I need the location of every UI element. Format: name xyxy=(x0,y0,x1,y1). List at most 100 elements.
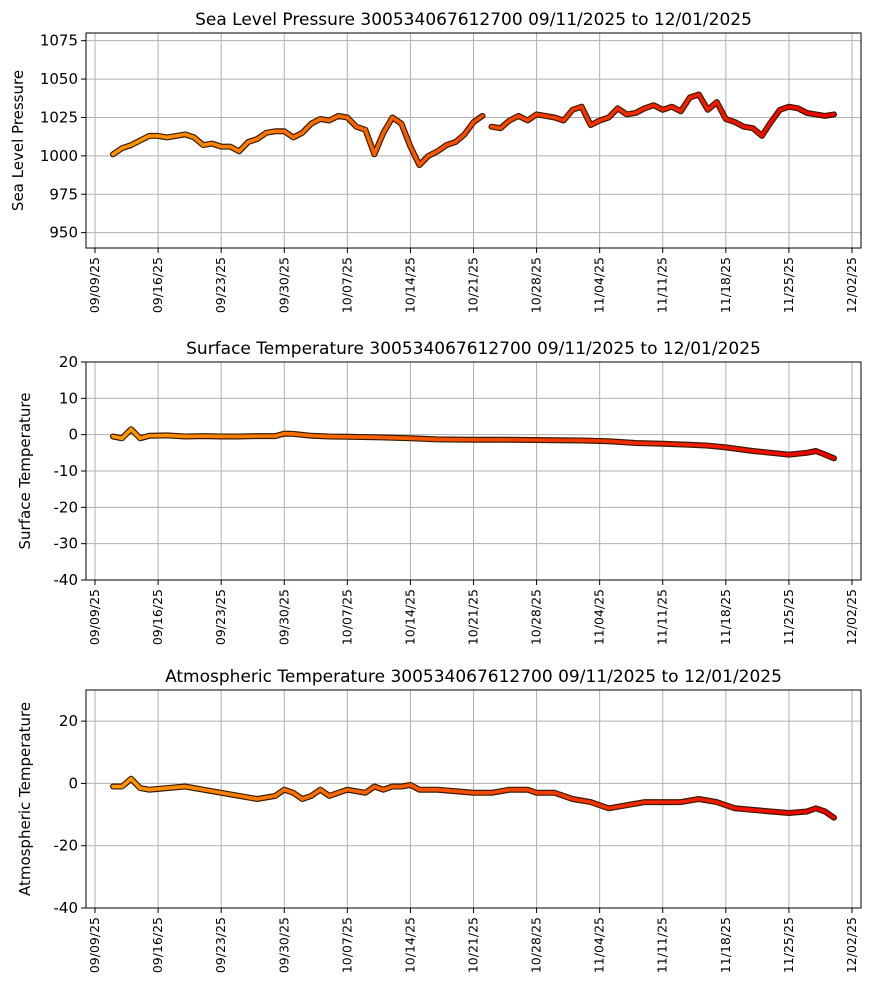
x-tick-label: 10/28/25 xyxy=(529,589,544,645)
series-segment xyxy=(399,121,413,149)
series-segment xyxy=(147,786,169,792)
x-tick-label: 09/16/25 xyxy=(150,917,165,973)
series-segment xyxy=(363,784,377,795)
x-tick-label: 10/14/25 xyxy=(402,917,417,973)
series-segment xyxy=(660,441,692,447)
series-segment xyxy=(570,797,593,804)
series-segment xyxy=(760,120,773,138)
y-tick-label: -40 xyxy=(54,571,79,589)
y-tick-label: 10 xyxy=(59,389,78,407)
series-segment xyxy=(165,784,187,790)
series-segment xyxy=(327,787,350,798)
chart-panel-1: 950 975 1000 1025 1050 1075 09/09/25 09/16/25 09… xyxy=(9,10,862,313)
series-segment xyxy=(345,115,359,129)
series-segment xyxy=(606,106,620,120)
series-segment xyxy=(769,451,791,457)
series-segment xyxy=(624,800,647,808)
series-segment xyxy=(453,789,476,795)
series-segment xyxy=(345,787,368,795)
series-segment xyxy=(363,127,377,157)
series-segment xyxy=(751,808,773,814)
x-tick-label: 09/09/25 xyxy=(87,589,102,645)
series-segment xyxy=(381,115,395,135)
series-segment xyxy=(408,436,440,442)
series-segment xyxy=(733,806,755,812)
series-segment xyxy=(435,787,458,794)
x-tick-label: 11/11/25 xyxy=(655,589,670,645)
x-tick-label: 11/11/25 xyxy=(655,917,670,973)
y-tick-label: 975 xyxy=(49,185,78,203)
series-segment xyxy=(255,131,269,141)
y-tick-label: 1025 xyxy=(40,108,78,126)
y-tick-label: -10 xyxy=(54,462,79,480)
series-segment xyxy=(282,129,296,140)
x-tick-label: 11/18/25 xyxy=(718,917,733,973)
x-tick-label: 09/23/25 xyxy=(213,589,228,645)
series-segment xyxy=(183,784,205,792)
x-tick-label: 11/18/25 xyxy=(718,257,733,313)
series-segment xyxy=(715,800,737,811)
series-segment xyxy=(462,120,476,137)
series-segment xyxy=(579,104,593,127)
series-segment xyxy=(823,112,836,118)
series-segment xyxy=(606,439,638,445)
x-tick-label: 10/21/25 xyxy=(466,589,481,645)
x-tick-label: 12/02/25 xyxy=(844,917,859,973)
chart-title: Sea Level Pressure 300534067612700 09/11… xyxy=(195,10,752,30)
series-segment xyxy=(165,433,187,439)
x-tick-label: 11/25/25 xyxy=(781,589,796,645)
x-tick-label: 10/14/25 xyxy=(402,257,417,313)
series-segment xyxy=(615,106,629,117)
x-tick-label: 11/04/25 xyxy=(592,257,607,313)
series-segment xyxy=(823,452,836,461)
y-tick-label: -40 xyxy=(54,899,79,917)
chart-title: Surface Temperature 300534067612700 09/1… xyxy=(186,339,761,359)
series-segment xyxy=(751,449,773,455)
series-segment xyxy=(687,443,710,448)
y-tick-label: -20 xyxy=(54,837,79,855)
series-segment xyxy=(715,100,728,121)
series-segment xyxy=(823,809,836,820)
series-segment xyxy=(696,92,710,112)
chart-panel-3: -40 -20 0 20 09/09/25 09/16/25 09/23/25 09/30/2… xyxy=(16,667,862,973)
y-tick-label: 0 xyxy=(68,774,78,792)
y-tick-label: 1000 xyxy=(40,147,78,165)
series-segment xyxy=(120,776,133,789)
x-tick-label: 11/25/25 xyxy=(781,917,796,973)
series-segment xyxy=(787,451,809,457)
x-tick-label: 11/11/25 xyxy=(655,257,670,313)
series-segment xyxy=(724,445,755,453)
series-segment xyxy=(111,146,124,157)
x-tick-label: 11/04/25 xyxy=(592,589,607,645)
x-tick-label: 09/16/25 xyxy=(150,257,165,313)
series-segment xyxy=(408,144,422,167)
series-segment xyxy=(525,112,539,123)
chart-panel-2: -40 -30 -20 -10 0 10 20 09/09/25 09/16/25 09/23/2… xyxy=(16,339,862,645)
series-segment xyxy=(751,126,764,138)
series-segment xyxy=(579,438,611,444)
series-segment xyxy=(120,427,133,441)
series-segment xyxy=(417,154,431,167)
series-segment xyxy=(129,427,142,441)
series-segment xyxy=(435,143,449,154)
series-segment xyxy=(561,107,575,123)
x-tick-label: 09/23/25 xyxy=(213,917,228,973)
series-segment xyxy=(706,100,719,112)
series-segment xyxy=(192,135,205,147)
series-segment xyxy=(219,790,241,798)
x-tick-label: 10/07/25 xyxy=(339,257,354,313)
x-tick-label: 12/02/25 xyxy=(844,589,859,645)
series-segment xyxy=(291,432,314,438)
x-tick-label: 09/09/25 xyxy=(87,257,102,313)
x-tick-label: 10/21/25 xyxy=(466,257,481,313)
series-segment xyxy=(498,118,512,131)
series-segment xyxy=(318,787,332,798)
series-segment xyxy=(273,787,287,798)
series-segment xyxy=(471,114,485,124)
series-segment xyxy=(606,803,629,811)
chart-title: Atmospheric Temperature 300534067612700 … xyxy=(165,667,782,687)
x-tick-label: 10/07/25 xyxy=(339,917,354,973)
y-tick-label: 20 xyxy=(59,353,78,371)
series-segment xyxy=(237,140,251,154)
